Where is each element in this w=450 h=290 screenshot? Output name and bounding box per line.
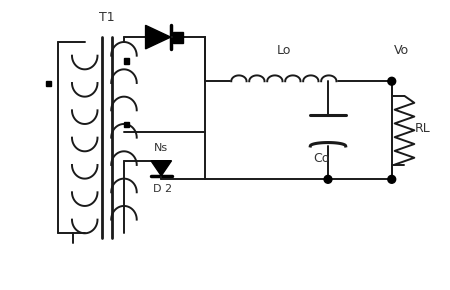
Circle shape bbox=[324, 175, 332, 183]
Bar bbox=[124, 122, 129, 127]
Text: D 2: D 2 bbox=[153, 184, 172, 194]
Text: Vo: Vo bbox=[394, 44, 409, 57]
Bar bbox=[173, 32, 184, 43]
Text: Lo: Lo bbox=[277, 44, 291, 57]
Polygon shape bbox=[151, 161, 171, 176]
Bar bbox=[124, 58, 129, 64]
Text: Ns: Ns bbox=[153, 143, 167, 153]
Circle shape bbox=[388, 77, 396, 85]
Text: RL: RL bbox=[414, 122, 430, 135]
Bar bbox=[45, 81, 51, 86]
Circle shape bbox=[388, 175, 396, 183]
Text: Co: Co bbox=[313, 152, 330, 165]
Text: T1: T1 bbox=[99, 11, 115, 24]
Polygon shape bbox=[145, 25, 171, 49]
